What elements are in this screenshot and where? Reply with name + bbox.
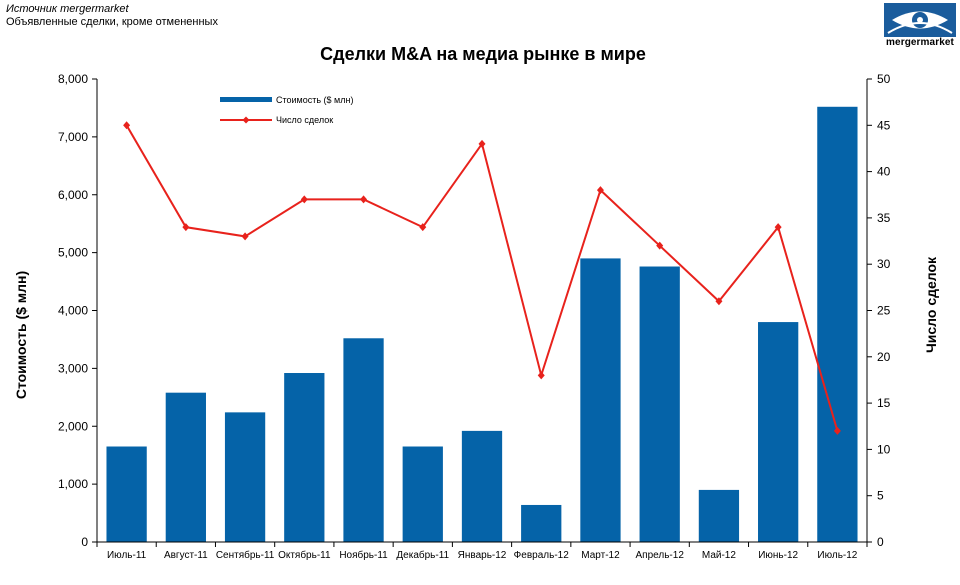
- line-point: [360, 195, 368, 204]
- y2-tick-label: 15: [877, 396, 891, 410]
- y2-tick-label: 50: [877, 72, 891, 86]
- y2-axis-label: Число сделок: [923, 256, 939, 353]
- y-tick-label: 2,000: [58, 419, 88, 433]
- legend-swatch-bar: [220, 97, 272, 102]
- y-tick-label: 4,000: [58, 304, 88, 318]
- y-tick-label: 5,000: [58, 246, 88, 260]
- bar: [758, 322, 799, 542]
- line-point: [537, 371, 545, 380]
- x-tick-label: Январь-12: [458, 550, 507, 561]
- bar: [639, 266, 680, 542]
- legend-marker: [242, 116, 250, 124]
- bar: [402, 446, 443, 542]
- line-point: [300, 195, 308, 204]
- y-tick-label: 1,000: [58, 477, 88, 491]
- bar: [698, 489, 740, 542]
- eye-logo-icon: [884, 3, 956, 37]
- note-line: Объявленные сделки, кроме отмененных: [6, 16, 218, 28]
- line-point: [715, 297, 723, 306]
- x-tick-label: Август-11: [164, 550, 208, 561]
- y2-tick-label: 10: [877, 442, 891, 456]
- y-axis-label: Стоимость ($ млн): [13, 271, 29, 399]
- x-tick-label: Сентябрь-11: [216, 549, 275, 561]
- y2-tick-label: 45: [877, 118, 891, 132]
- plot-area: 0 1,000 2,000 3,000 4,000 5,000 6,000 7,000 8,00…: [58, 72, 891, 561]
- x-tick-label: Июль-11: [107, 550, 147, 561]
- logo-text: mergermarket: [886, 37, 954, 48]
- x-tick-label: Ноябрь-11: [339, 549, 388, 561]
- x-tick-label: Декабрь-11: [396, 549, 449, 561]
- x-tick-label: Май-12: [702, 550, 736, 561]
- bar: [580, 258, 621, 542]
- bar: [817, 106, 858, 542]
- bar: [224, 412, 266, 542]
- line-point: [774, 223, 782, 232]
- line-point: [833, 426, 841, 435]
- line-point: [656, 241, 664, 250]
- source-note: Источник mergermarket Объявленные сделки…: [6, 3, 218, 29]
- line-point: [123, 121, 131, 130]
- y2-tick-label: 35: [877, 211, 891, 225]
- line-point: [596, 186, 604, 195]
- y2-tick-label: 5: [877, 489, 884, 503]
- series-line: [125, 124, 839, 432]
- y2-tick-label: 20: [877, 350, 891, 364]
- legend-label-bar: Стоимость ($ млн): [276, 95, 353, 105]
- x-tick-label: Март-12: [581, 550, 620, 561]
- y-tick-label: 6,000: [58, 188, 88, 202]
- y-tick-label: 3,000: [58, 361, 88, 375]
- bar: [165, 392, 206, 542]
- x-tick-label: Апрель-12: [636, 550, 685, 561]
- y2-tick-label: 0: [877, 535, 884, 549]
- y-tick-label: 8,000: [58, 72, 88, 86]
- source-line: Источник mergermarket: [6, 3, 129, 15]
- mergermarket-logo: mergermarket: [884, 3, 956, 48]
- line-point: [182, 223, 190, 232]
- y-tick-label: 7,000: [58, 130, 88, 144]
- x-tick-label: Июль-12: [817, 550, 857, 561]
- line-point: [419, 223, 427, 232]
- y-tick-label: 0: [81, 535, 88, 549]
- bar: [106, 446, 147, 542]
- bar: [284, 373, 325, 542]
- bar: [521, 504, 562, 542]
- line-point: [241, 232, 249, 241]
- y2-tick-label: 30: [877, 257, 891, 271]
- bar: [461, 430, 503, 542]
- bar: [343, 338, 384, 542]
- legend-label-line: Число сделок: [276, 115, 333, 125]
- y2-tick-label: 25: [877, 304, 891, 318]
- line-point: [478, 139, 486, 148]
- x-tick-label: Июнь-12: [758, 550, 798, 561]
- x-tick-label: Октябрь-11: [278, 549, 331, 561]
- chart-title: Сделки M&A на медиа рынке в мире: [320, 44, 646, 64]
- x-tick-label: Февраль-12: [514, 550, 570, 561]
- y2-tick-label: 40: [877, 165, 891, 179]
